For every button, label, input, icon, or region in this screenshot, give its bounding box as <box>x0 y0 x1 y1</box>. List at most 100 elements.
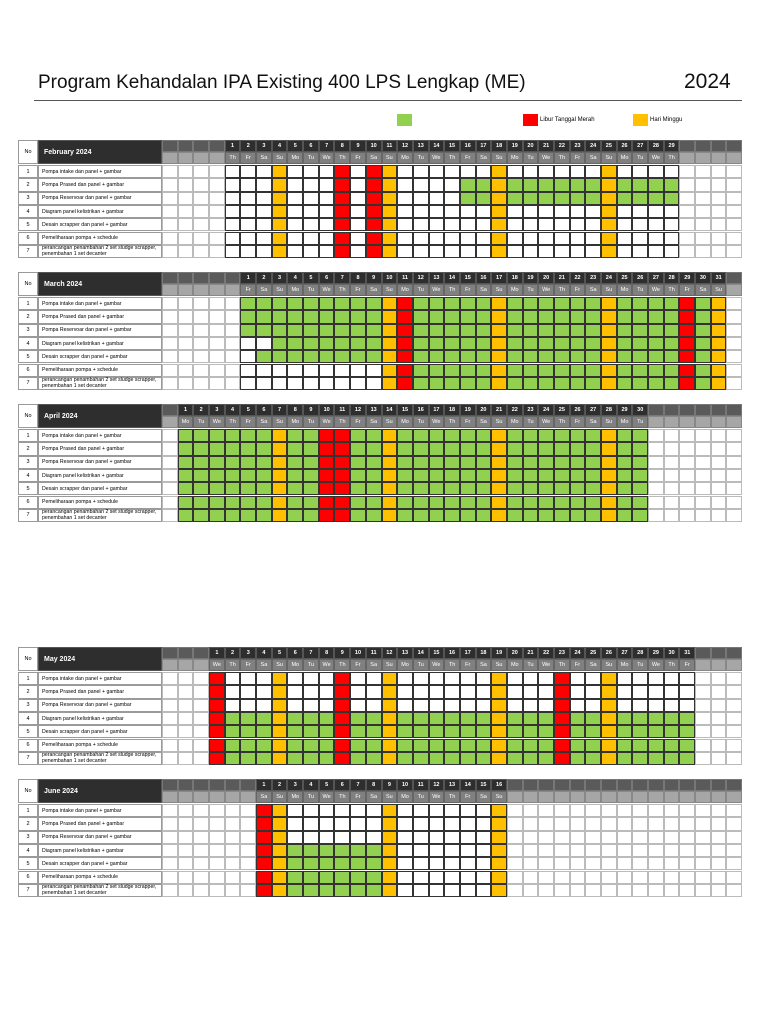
day-number: 30 <box>663 647 680 659</box>
day-number: 12 <box>428 779 445 791</box>
holiday-cell <box>256 843 272 858</box>
grid-cell <box>522 672 539 686</box>
grid-cell <box>695 843 711 858</box>
grid-cell <box>695 218 711 232</box>
holiday-cell <box>334 495 351 509</box>
scheduled-cell <box>334 323 351 337</box>
scheduled-cell <box>569 455 586 469</box>
scheduled-cell <box>240 429 257 443</box>
scheduled-cell <box>459 336 476 351</box>
weekday: Mo <box>397 659 413 671</box>
grid-cell <box>303 204 319 219</box>
sunday-cell <box>381 738 398 752</box>
grid-cell <box>177 244 194 259</box>
grid-cell <box>287 178 304 192</box>
scheduled-cell <box>585 178 602 192</box>
grid-cell <box>726 685 743 699</box>
holiday-cell <box>256 817 272 831</box>
scheduled-cell <box>459 297 476 311</box>
scheduled-cell <box>522 738 539 752</box>
scheduled-cell <box>695 350 711 364</box>
header-cell <box>177 272 194 284</box>
holiday-cell <box>256 830 272 844</box>
scheduled-cell <box>679 751 696 766</box>
scheduled-cell <box>522 508 539 523</box>
scheduled-cell <box>303 323 319 337</box>
task-no: 2 <box>18 178 38 192</box>
grid-cell <box>350 244 366 259</box>
weekday: We <box>428 284 445 296</box>
weekday: Su <box>381 659 398 671</box>
scheduled-cell <box>240 711 257 726</box>
weekday: Sa <box>585 284 602 296</box>
grid-cell <box>193 804 210 818</box>
task-no: 4 <box>18 843 38 858</box>
header-cell <box>726 647 743 659</box>
weekday: Sa <box>475 659 492 671</box>
grid-cell <box>648 218 664 232</box>
task-no: 1 <box>18 165 38 179</box>
grid-cell <box>459 804 476 818</box>
sunday-cell <box>491 204 507 219</box>
grid-cell <box>710 442 727 456</box>
scheduled-cell <box>554 297 570 311</box>
scheduled-cell <box>303 482 319 496</box>
weekday: Fr <box>350 416 366 428</box>
sunday-cell <box>381 508 398 523</box>
day-number: 3 <box>271 272 288 284</box>
grid-cell <box>601 804 617 818</box>
weekday: Sa <box>365 152 382 164</box>
grid-cell <box>318 191 335 205</box>
scheduled-cell <box>569 310 586 324</box>
scheduled-cell <box>585 455 602 469</box>
sunday-cell <box>601 508 617 523</box>
grid-cell <box>412 244 429 259</box>
task-name: Diagram panel kelistrikan + gambar <box>38 711 162 726</box>
grid-cell <box>616 830 633 844</box>
scheduled-cell <box>303 442 319 456</box>
grid-cell <box>726 218 743 232</box>
grid-cell <box>459 218 476 232</box>
scheduled-cell <box>240 738 257 752</box>
grid-cell <box>303 685 319 699</box>
scheduled-cell <box>287 442 304 456</box>
weekday: Th <box>444 791 460 803</box>
scheduled-cell <box>287 725 304 739</box>
holiday-cell <box>209 685 225 699</box>
grid-cell <box>585 857 602 871</box>
holiday-cell <box>256 857 272 871</box>
scheduled-cell <box>569 508 586 523</box>
grid-cell <box>162 218 178 232</box>
weekday: Su <box>491 791 507 803</box>
scheduled-cell <box>256 455 272 469</box>
grid-cell <box>162 738 178 752</box>
scheduled-cell <box>193 429 210 443</box>
grid-cell <box>162 870 178 884</box>
grid-cell <box>350 218 366 232</box>
grid-cell <box>726 870 743 884</box>
scheduled-cell <box>569 738 586 752</box>
day-number: 11 <box>334 404 351 416</box>
grid-cell <box>256 363 272 377</box>
sunday-cell <box>491 442 507 456</box>
day-number: 25 <box>554 404 570 416</box>
scheduled-cell <box>475 178 492 192</box>
sunday-cell <box>601 725 617 739</box>
grid-cell <box>695 429 711 443</box>
grid-cell <box>475 883 492 898</box>
grid-cell <box>412 165 429 179</box>
scheduled-cell <box>209 429 225 443</box>
grid-cell <box>224 323 241 337</box>
grid-cell <box>193 336 210 351</box>
grid-cell <box>193 350 210 364</box>
scheduled-cell <box>256 468 272 483</box>
task-no: 1 <box>18 804 38 818</box>
grid-cell <box>632 830 649 844</box>
grid-cell <box>224 672 241 686</box>
grid-cell <box>318 363 335 377</box>
day-number: 5 <box>240 404 257 416</box>
sunday-cell <box>601 191 617 205</box>
scheduled-cell <box>428 429 445 443</box>
holiday-cell <box>256 804 272 818</box>
day-number: 9 <box>303 404 319 416</box>
